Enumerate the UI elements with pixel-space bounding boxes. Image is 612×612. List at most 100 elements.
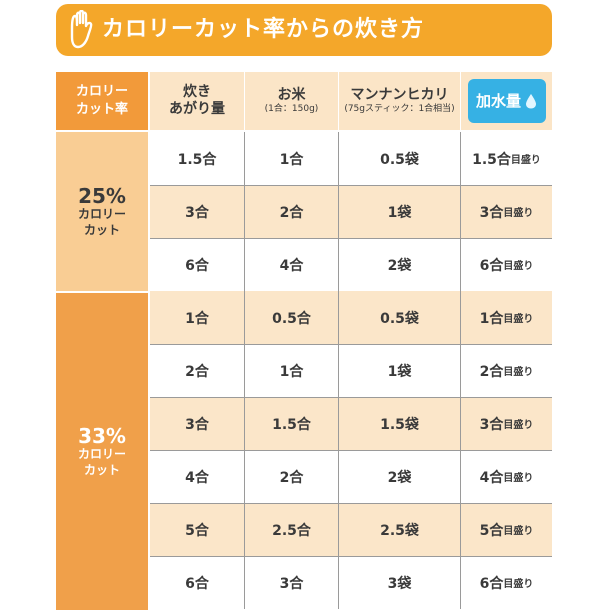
rice-cell: 0.5合 — [245, 291, 338, 344]
section-25-percent-value: 25% — [78, 183, 126, 208]
header-rate-line2: カット率 — [75, 102, 128, 117]
water-value: 5合 — [479, 522, 504, 539]
water-value: 1合 — [479, 310, 504, 327]
cooked-value: 1.5合 — [177, 151, 217, 168]
mannan-cell: 0.5袋 — [339, 132, 460, 185]
water-cell: 6合 目盛り — [461, 556, 552, 609]
water-unit: 目盛り — [503, 473, 534, 484]
water-unit: 目盛り — [503, 367, 534, 378]
rice-value: 0.5合 — [272, 310, 311, 327]
water-unit: 目盛り — [503, 208, 534, 219]
mannan-value: 1.5袋 — [380, 416, 419, 433]
column-divider — [460, 132, 461, 609]
header-mannan-note: (75gスティック：1合相当) — [344, 104, 455, 115]
cooked-cell: 2合 — [150, 344, 244, 397]
cooked-value: 1合 — [185, 310, 209, 327]
cooked-cell: 1合 — [150, 291, 244, 344]
mannan-cell: 0.5袋 — [339, 291, 460, 344]
rice-cell: 2合 — [245, 450, 338, 503]
water-drop-icon — [526, 94, 536, 109]
banner-title: カロリーカット率からの炊き方 — [102, 17, 425, 42]
cooked-value: 6合 — [185, 257, 209, 274]
rice-cell: 1合 — [245, 132, 338, 185]
header-water-label: 加水量 — [475, 91, 521, 110]
column-divider — [338, 132, 339, 609]
header-rice-note: (1合：150g) — [264, 104, 319, 115]
row-divider — [150, 185, 552, 186]
section-33-label-line1: カロリー — [77, 446, 126, 461]
cooked-value: 4合 — [185, 469, 209, 486]
section-25-label-line2: カット — [83, 222, 120, 237]
cooked-value: 5合 — [185, 522, 209, 539]
rice-value: 1合 — [279, 363, 304, 380]
header-water-cell: 加水量 — [461, 72, 552, 130]
mannan-cell: 1.5袋 — [339, 397, 460, 450]
rice-cell: 1.5合 — [245, 397, 338, 450]
mannan-cell: 1袋 — [339, 185, 460, 238]
water-value: 3合 — [479, 204, 504, 221]
header-mannan-label: マンナンヒカリ — [350, 86, 449, 103]
section-25-percent: 25% カロリー カット — [56, 132, 148, 291]
water-cell: 1合 目盛り — [461, 291, 552, 344]
cooked-cell: 6合 — [150, 556, 244, 609]
rice-value: 3合 — [279, 575, 304, 592]
rice-value: 2合 — [279, 469, 304, 486]
water-cell: 6合 目盛り — [461, 238, 552, 291]
rice-value: 4合 — [279, 257, 304, 274]
water-value: 6合 — [479, 575, 504, 592]
section-33-label-line2: カット — [83, 462, 120, 477]
mannan-value: 3袋 — [387, 575, 412, 592]
header-cooked-line1: 炊き — [183, 83, 211, 100]
mannan-value: 0.5袋 — [380, 310, 419, 327]
header-mannan: マンナンヒカリ (75gスティック：1合相当) — [339, 72, 460, 130]
title-banner — [56, 4, 552, 56]
mannan-cell: 1袋 — [339, 344, 460, 397]
column-divider — [244, 132, 245, 609]
row-divider — [150, 344, 552, 345]
cooked-cell: 5合 — [150, 503, 244, 556]
row-divider — [150, 397, 552, 398]
cooked-value: 2合 — [185, 363, 209, 380]
cooked-value: 3合 — [185, 416, 209, 433]
water-unit: 目盛り — [503, 261, 534, 272]
cooked-value: 6合 — [185, 575, 209, 592]
header-cooked-line2: あがり量 — [169, 101, 225, 117]
mannan-cell: 3袋 — [339, 556, 460, 609]
water-cell: 2合 目盛り — [461, 344, 552, 397]
header-rice: お米 (1合：150g) — [245, 72, 338, 130]
header-cooked-amount: 炊き あがり量 — [150, 72, 244, 130]
water-unit: 目盛り — [503, 314, 534, 325]
water-unit: 目盛り — [503, 526, 534, 537]
water-unit: 目盛り — [510, 155, 541, 166]
rice-value: 1合 — [279, 151, 304, 168]
section-33-percent: 33% カロリー カット — [56, 293, 148, 610]
cooked-cell: 4合 — [150, 450, 244, 503]
mannan-value: 2.5袋 — [380, 522, 419, 539]
water-value: 6合 — [479, 257, 504, 274]
cooked-cell: 3合 — [150, 397, 244, 450]
rice-cell: 2合 — [245, 185, 338, 238]
mannan-value: 0.5袋 — [380, 151, 419, 168]
rice-cell: 4合 — [245, 238, 338, 291]
mannan-value: 2袋 — [387, 257, 412, 274]
cooked-cell: 3合 — [150, 185, 244, 238]
header-calorie-rate: カロリー カット率 — [56, 72, 148, 130]
header-rice-label: お米 — [277, 86, 306, 103]
section-33-percent-value: 33% — [78, 423, 126, 448]
mannan-value: 2袋 — [387, 469, 412, 486]
water-cell: 3合 目盛り — [461, 397, 552, 450]
cooked-cell: 1.5合 — [150, 132, 244, 185]
rice-cell: 1合 — [245, 344, 338, 397]
mannan-value: 1袋 — [387, 363, 412, 380]
water-value: 4合 — [479, 469, 504, 486]
water-unit: 目盛り — [503, 420, 534, 431]
water-badge: 加水量 — [467, 79, 546, 123]
row-divider — [150, 238, 552, 239]
header-rate-line1: カロリー — [75, 84, 128, 100]
water-cell: 3合 目盛り — [461, 185, 552, 238]
water-value: 1.5合 — [472, 151, 511, 168]
row-divider — [150, 450, 552, 451]
rice-value: 2.5合 — [272, 522, 311, 539]
hand-raised-icon — [70, 10, 93, 49]
row-divider — [150, 503, 552, 504]
